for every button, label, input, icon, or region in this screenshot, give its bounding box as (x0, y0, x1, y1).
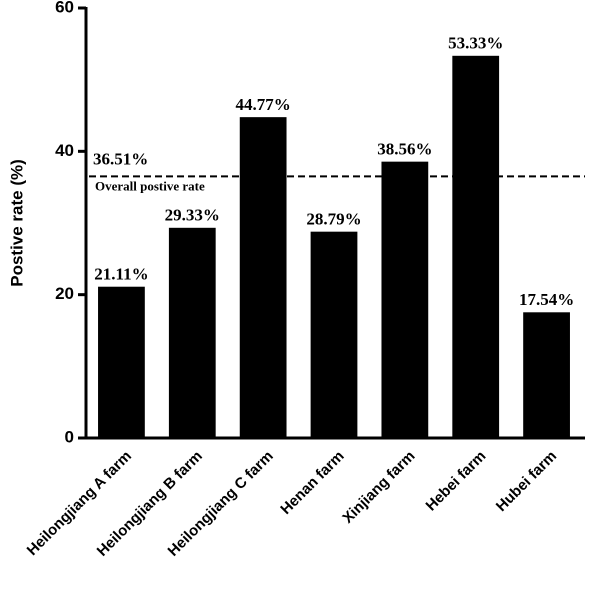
data-label: 21.11% (94, 265, 148, 284)
reference-value-label: 36.51% (93, 149, 148, 168)
data-label: 17.54% (519, 290, 574, 309)
reference-label: Overall postive rate (95, 178, 205, 193)
x-tick-label: Xinjiang farm (339, 448, 418, 527)
bar (168, 227, 216, 438)
x-tick-label: Hebei farm (423, 448, 490, 515)
bar (452, 55, 500, 438)
bar (310, 231, 358, 438)
data-label: 28.79% (306, 210, 361, 229)
y-tick-label: 20 (55, 284, 74, 303)
data-label: 53.33% (448, 34, 503, 53)
bar (98, 286, 145, 438)
y-tick-label: 40 (55, 141, 74, 160)
y-tick-label: 60 (55, 0, 74, 16)
bar (239, 117, 287, 439)
bar (381, 161, 429, 439)
y-tick-label: 0 (65, 427, 74, 446)
bar (523, 312, 570, 438)
data-label: 44.77% (236, 95, 291, 114)
x-tick-label: Hubei farm (493, 448, 560, 515)
data-label: 38.56% (377, 140, 432, 159)
data-label: 29.33% (165, 206, 220, 225)
y-axis-label: Postive rate (%) (7, 159, 26, 287)
x-tick-label: Henan farm (277, 448, 347, 518)
